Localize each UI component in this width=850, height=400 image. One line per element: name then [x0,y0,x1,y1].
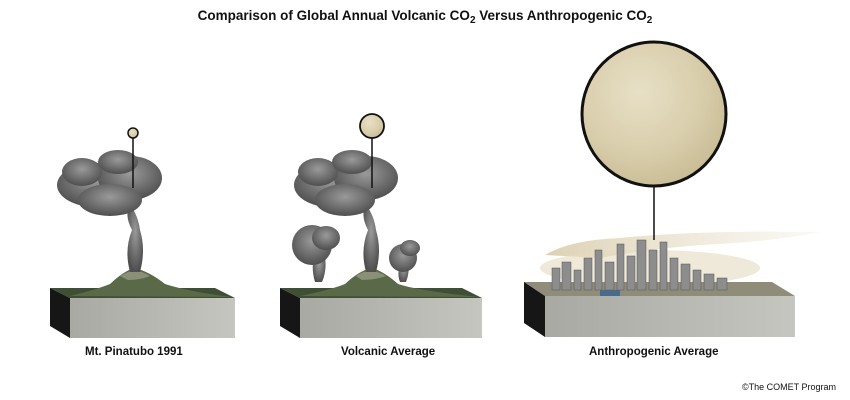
pinatubo-panel [50,127,235,338]
pinatubo-label: Mt. Pinatubo 1991 [85,346,183,358]
anthropogenic-panel [524,40,820,337]
pinatubo-co2-sphere [127,127,139,139]
volcanic-right-plume [389,240,420,282]
volcanic-main-plume [294,150,398,272]
page-title: Comparison of Global Annual Volcanic CO2… [197,8,653,26]
volcanic-terrain-block [280,268,482,338]
anthropogenic-co2-sphere [580,40,728,188]
volcanic-average-label: Volcanic Average [341,346,436,358]
volcanic-left-plume [292,225,340,282]
pinatubo-eruption-plume [57,150,162,272]
copyright-text: ©The COMET Program [742,382,836,392]
anthropogenic-average-label: Anthropogenic Average [589,346,719,358]
city-skyline [551,239,728,291]
pinatubo-terrain-block [50,268,235,338]
city-bus [600,290,620,296]
volcanic-average-panel [280,113,482,338]
volcanic-co2-sphere [359,113,385,139]
